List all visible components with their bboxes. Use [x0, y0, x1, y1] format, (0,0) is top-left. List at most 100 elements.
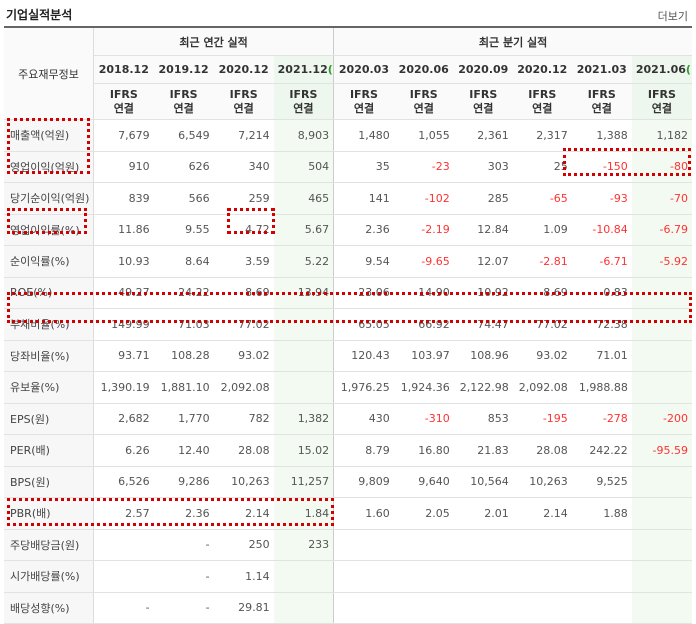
table-cell: 8.64	[153, 245, 214, 278]
table-cell: 1.60	[333, 497, 394, 530]
table-cell: -23	[393, 151, 454, 183]
table-cell: 1,388	[571, 119, 632, 152]
table-cell: 340	[213, 151, 274, 183]
table-cell	[333, 528, 394, 561]
table-row: 영업이익률(%) 11.86 9.55 4.72 5.67 2.36 -2.19 12.84 1…	[4, 214, 692, 246]
table-cell: -9.65	[393, 245, 454, 278]
table-cell	[393, 592, 454, 624]
table-row: 배당성향(%) - -29.81	[4, 592, 692, 624]
table-cell	[631, 277, 692, 309]
table-cell	[631, 528, 692, 561]
table-cell: -6.71	[571, 245, 632, 278]
financial-table: 주요재무정보 최근 연간 실적 최근 분기 실적 2018.12 2019.12 2…	[4, 26, 692, 624]
table-cell: 15.02	[273, 434, 334, 467]
table-cell	[571, 560, 632, 593]
table-cell	[333, 560, 394, 593]
period-label: 2020.03	[338, 63, 389, 76]
table-cell: 16.80	[393, 434, 454, 467]
table-cell: -	[153, 592, 214, 624]
table-cell: 626	[153, 151, 214, 183]
table-cell: 1.88	[571, 497, 632, 530]
table-cell: -65	[512, 182, 572, 215]
table-cell: 1,770	[153, 402, 214, 435]
table-row: 당기순이익(억원) 839 566 259 465 141 -102 285 -65 -93 -70	[4, 182, 692, 215]
table-cell: 66.92	[393, 308, 454, 341]
table-cell: 71.03	[153, 308, 214, 341]
estimate-mark: (E)	[327, 63, 334, 76]
table-row: BPS(원) 6,526 9,286 10,263 11,257 9,809 9,640 10…	[4, 466, 692, 498]
table-cell: 566	[153, 182, 214, 215]
row-label: ROE(%)	[4, 277, 95, 309]
table-cell: 9,286	[153, 466, 214, 498]
basis-header: IFRS 연결	[512, 83, 572, 120]
row-label: 매출액(억원)	[4, 119, 95, 152]
table-cell: 465	[273, 182, 334, 215]
table-cell	[333, 592, 394, 624]
table-cell	[512, 528, 572, 561]
table-cell: 2.36	[153, 497, 214, 530]
table-cell: 65.05	[333, 308, 394, 341]
table-cell: 93.71	[93, 340, 154, 372]
row-label: 당기순이익(억원)	[4, 182, 95, 215]
table-cell: 141	[333, 182, 394, 215]
table-cell	[631, 371, 692, 404]
table-cell	[393, 560, 454, 593]
basis-header: IFRS 연결	[453, 83, 513, 120]
table-cell	[273, 308, 334, 341]
basis-consolidated: 연결	[233, 101, 254, 115]
basis-consolidated: 연결	[532, 101, 553, 115]
table-cell: 9.55	[153, 214, 214, 246]
table-cell	[631, 466, 692, 498]
table-cell: 233	[273, 528, 334, 561]
basis-header: IFRS 연결	[153, 83, 214, 120]
table-cell	[273, 340, 334, 372]
table-cell: 10,564	[453, 466, 513, 498]
table-cell: 9,525	[571, 466, 632, 498]
more-link[interactable]: 더보기	[657, 10, 688, 23]
table-cell: 259	[213, 182, 274, 215]
period-header: 2020.06	[393, 55, 454, 84]
table-cell: 77.02	[213, 308, 274, 341]
table-cell: 285	[453, 182, 513, 215]
table-cell: 10.93	[93, 245, 154, 278]
table-cell: 74.47	[453, 308, 513, 341]
table-cell: -10.84	[571, 214, 632, 246]
table-cell: 250	[213, 528, 274, 561]
basis-consolidated: 연결	[293, 101, 314, 115]
basis-header: IFRS 연결	[213, 83, 274, 120]
table-cell: -150	[571, 151, 632, 183]
table-row: 유보율(%) 1,390.19 1,881.10 2,092.08 1,976.25 1,…	[4, 371, 692, 404]
table-cell: 23.06	[333, 277, 394, 309]
table-cell: 6.26	[93, 434, 154, 467]
table-cell	[631, 340, 692, 372]
table-cell: 21.83	[453, 434, 513, 467]
row-label: 영업이익률(%)	[4, 214, 95, 246]
basis-consolidated: 연결	[113, 101, 134, 115]
table-cell: 1,382	[273, 402, 334, 435]
table-cell: 103.97	[393, 340, 454, 372]
basis-consolidated: 연결	[473, 101, 494, 115]
period-label: 2020.12	[218, 63, 269, 76]
estimate-mark: (E)	[685, 63, 692, 76]
period-label: 2020.09	[458, 63, 509, 76]
row-label: PER(배)	[4, 434, 95, 467]
table-cell: 6,549	[153, 119, 214, 152]
table-cell: 11,257	[273, 466, 334, 498]
table-cell	[631, 497, 692, 530]
basis-ifrs: IFRS	[349, 87, 378, 101]
table-cell: 7,214	[213, 119, 274, 152]
period-label: 2021.12	[277, 63, 328, 76]
table-cell: 120.43	[333, 340, 394, 372]
table-cell: 5.67	[273, 214, 334, 246]
row-label: 유보율(%)	[4, 371, 95, 404]
table-row: 부채비율(%) 149.99 71.03 77.02 65.05 66.92 74.47 77…	[4, 308, 692, 341]
table-cell: 35	[333, 151, 394, 183]
table-cell: 1,976.25	[333, 371, 394, 404]
table-row: 당좌비율(%) 93.71 108.28 93.02 120.43 103.97 108.9…	[4, 340, 692, 372]
period-header: 2021.03	[571, 55, 632, 84]
table-cell	[631, 308, 692, 341]
period-header: 2021.06(E)	[631, 55, 692, 84]
table-cell: 1.84	[273, 497, 334, 530]
table-cell: -2.19	[393, 214, 454, 246]
period-header: 2020.03	[333, 55, 394, 84]
